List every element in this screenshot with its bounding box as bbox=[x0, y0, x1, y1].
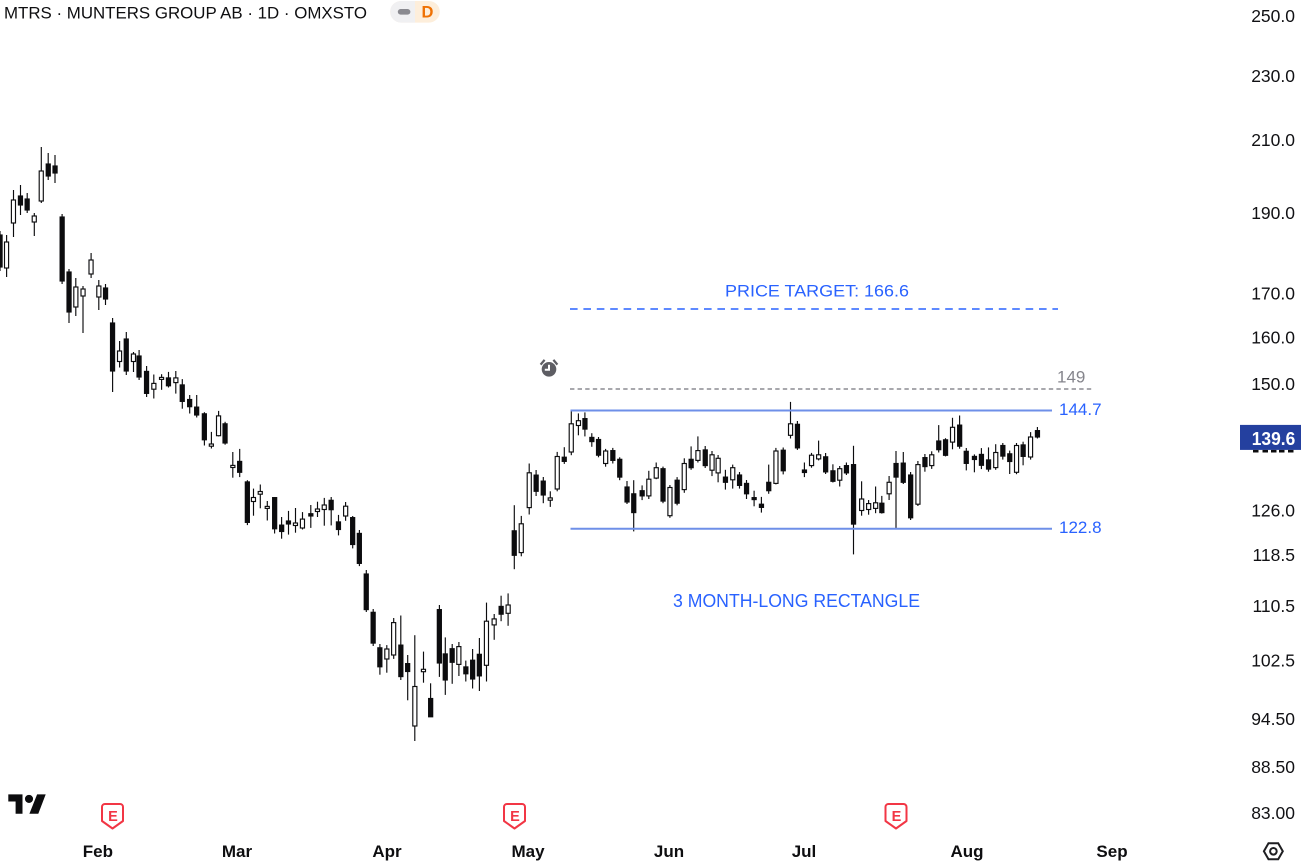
svg-text:D: D bbox=[422, 4, 434, 22]
svg-text:102.5: 102.5 bbox=[1251, 650, 1295, 670]
svg-text:Jul: Jul bbox=[792, 842, 817, 861]
svg-text:Aug: Aug bbox=[950, 842, 983, 861]
svg-text:E: E bbox=[892, 809, 902, 825]
svg-text:3 MONTH-LONG RECTANGLE: 3 MONTH-LONG RECTANGLE bbox=[673, 591, 920, 611]
svg-text:E: E bbox=[510, 809, 520, 825]
svg-text:94.50: 94.50 bbox=[1251, 709, 1295, 729]
svg-text:118.5: 118.5 bbox=[1253, 545, 1296, 565]
svg-text:Sep: Sep bbox=[1096, 842, 1127, 861]
svg-text:170.0: 170.0 bbox=[1251, 283, 1295, 303]
svg-text:E: E bbox=[108, 809, 118, 825]
svg-text:Feb: Feb bbox=[83, 842, 113, 861]
svg-text:110.5: 110.5 bbox=[1253, 596, 1296, 616]
svg-text:PRICE TARGET: 166.6: PRICE TARGET: 166.6 bbox=[725, 282, 909, 301]
svg-text:88.50: 88.50 bbox=[1251, 757, 1295, 777]
svg-text:210.0: 210.0 bbox=[1251, 130, 1295, 150]
svg-text:Mar: Mar bbox=[222, 842, 253, 861]
svg-text:139.6: 139.6 bbox=[1252, 428, 1296, 449]
svg-text:May: May bbox=[511, 842, 545, 861]
svg-text:126.0: 126.0 bbox=[1251, 501, 1295, 521]
svg-text:Apr: Apr bbox=[372, 842, 402, 861]
svg-text:122.8: 122.8 bbox=[1059, 518, 1102, 537]
svg-text:160.0: 160.0 bbox=[1251, 327, 1295, 347]
svg-text:149: 149 bbox=[1057, 368, 1085, 387]
svg-text:150.0: 150.0 bbox=[1251, 374, 1295, 394]
svg-text:250.0: 250.0 bbox=[1251, 6, 1295, 26]
svg-text:144.7: 144.7 bbox=[1059, 400, 1102, 419]
svg-text:Jun: Jun bbox=[654, 842, 684, 861]
svg-text:83.00: 83.00 bbox=[1251, 803, 1295, 823]
svg-text:MTRS · MUNTERS GROUP AB · 1D ·: MTRS · MUNTERS GROUP AB · 1D · OMXSTO bbox=[4, 4, 367, 23]
svg-text:190.0: 190.0 bbox=[1251, 203, 1295, 223]
svg-text:230.0: 230.0 bbox=[1251, 66, 1295, 86]
